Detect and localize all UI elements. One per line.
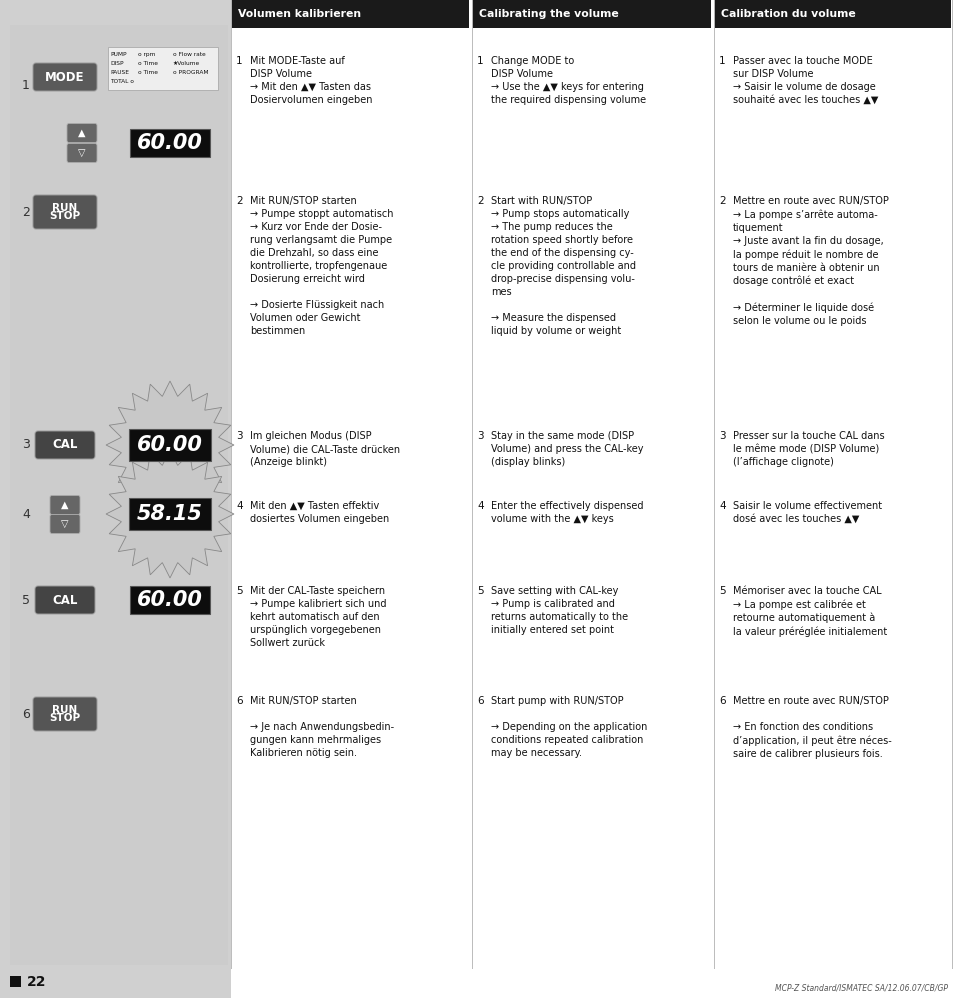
- Text: 4: 4: [235, 501, 242, 511]
- FancyBboxPatch shape: [67, 144, 97, 163]
- Text: RUN: RUN: [52, 705, 77, 715]
- Text: CAL: CAL: [52, 438, 77, 451]
- FancyBboxPatch shape: [67, 124, 97, 143]
- Text: ▲: ▲: [78, 128, 86, 138]
- Text: MCP-Z Standard/ISMATEC SA/12.06.07/CB/GP: MCP-Z Standard/ISMATEC SA/12.06.07/CB/GP: [774, 983, 947, 992]
- Text: 5: 5: [22, 594, 30, 607]
- Text: TOTAL o: TOTAL o: [110, 79, 133, 84]
- Text: 3: 3: [235, 431, 242, 441]
- Text: Enter the effectively dispensed
volume with the ▲▼ keys: Enter the effectively dispensed volume w…: [491, 501, 643, 524]
- Text: 1: 1: [22, 79, 30, 92]
- Text: Volumen kalibrieren: Volumen kalibrieren: [237, 9, 361, 19]
- Text: 60.00: 60.00: [137, 133, 203, 153]
- Text: Calibration du volume: Calibration du volume: [720, 9, 855, 19]
- FancyBboxPatch shape: [33, 697, 97, 731]
- Text: 60.00: 60.00: [137, 590, 203, 610]
- FancyBboxPatch shape: [108, 47, 218, 90]
- Text: Mettre en route avec RUN/STOP
→ La pompe s’arrête automa-
tiquement
→ Juste avan: Mettre en route avec RUN/STOP → La pompe…: [732, 196, 888, 326]
- Text: 1: 1: [476, 56, 483, 66]
- Text: Mettre en route avec RUN/STOP

→ En fonction des conditions
d’application, il pe: Mettre en route avec RUN/STOP → En fonct…: [732, 696, 891, 758]
- FancyBboxPatch shape: [231, 0, 953, 998]
- Text: Calibrating the volume: Calibrating the volume: [478, 9, 618, 19]
- Text: Save setting with CAL-key
→ Pump is calibrated and
returns automatically to the
: Save setting with CAL-key → Pump is cali…: [491, 586, 627, 635]
- Text: o Time: o Time: [138, 70, 158, 75]
- Text: 4: 4: [476, 501, 483, 511]
- FancyBboxPatch shape: [130, 586, 210, 614]
- FancyBboxPatch shape: [130, 129, 210, 157]
- Text: 2: 2: [719, 196, 725, 206]
- Text: Presser sur la touche CAL dans
le même mode (DISP Volume)
(l’affichage clignote): Presser sur la touche CAL dans le même m…: [732, 431, 883, 467]
- Text: ▲: ▲: [61, 500, 69, 510]
- Text: 6: 6: [235, 696, 242, 706]
- FancyBboxPatch shape: [35, 431, 95, 459]
- Text: o rpm: o rpm: [138, 52, 155, 57]
- FancyBboxPatch shape: [10, 976, 21, 987]
- Text: STOP: STOP: [50, 714, 80, 724]
- FancyBboxPatch shape: [713, 0, 950, 28]
- Text: 2: 2: [22, 206, 30, 219]
- Text: 2: 2: [235, 196, 242, 206]
- Text: ★Volume: ★Volume: [172, 61, 200, 66]
- FancyBboxPatch shape: [129, 429, 211, 461]
- Text: Im gleichen Modus (DISP
Volume) die CAL-Taste drücken
(Anzeige blinkt): Im gleichen Modus (DISP Volume) die CAL-…: [250, 431, 399, 467]
- Text: 6: 6: [476, 696, 483, 706]
- Text: Change MODE to
DISP Volume
→ Use the ▲▼ keys for entering
the required dispensin: Change MODE to DISP Volume → Use the ▲▼ …: [491, 56, 645, 105]
- Text: CAL: CAL: [52, 594, 77, 607]
- FancyBboxPatch shape: [231, 0, 469, 28]
- FancyBboxPatch shape: [129, 498, 211, 530]
- Text: MODE: MODE: [45, 71, 85, 84]
- Polygon shape: [106, 450, 233, 578]
- Text: 5: 5: [476, 586, 483, 596]
- FancyBboxPatch shape: [50, 515, 80, 534]
- Text: 2: 2: [476, 196, 483, 206]
- Text: 3: 3: [719, 431, 725, 441]
- Text: o Time: o Time: [138, 61, 158, 66]
- Text: 1: 1: [719, 56, 725, 66]
- Text: Mit den ▲▼ Tasten effektiv
dosiertes Volumen eingeben: Mit den ▲▼ Tasten effektiv dosiertes Vol…: [250, 501, 389, 524]
- Text: 58.15: 58.15: [137, 504, 203, 524]
- Text: Mit RUN/STOP starten
→ Pumpe stoppt automatisch
→ Kurz vor Ende der Dosie-
rung : Mit RUN/STOP starten → Pumpe stoppt auto…: [250, 196, 393, 336]
- Text: ▽: ▽: [61, 519, 69, 529]
- FancyBboxPatch shape: [33, 63, 97, 91]
- Text: Mit der CAL-Taste speichern
→ Pumpe kalibriert sich und
kehrt automatisch auf de: Mit der CAL-Taste speichern → Pumpe kali…: [250, 586, 386, 648]
- Text: o Flow rate: o Flow rate: [172, 52, 206, 57]
- FancyBboxPatch shape: [33, 195, 97, 229]
- Text: 3: 3: [22, 438, 30, 451]
- FancyBboxPatch shape: [50, 495, 80, 515]
- Text: DISP: DISP: [110, 61, 124, 66]
- Text: Mit MODE-Taste auf
DISP Volume
→ Mit den ▲▼ Tasten das
Dosiervolumen eingeben: Mit MODE-Taste auf DISP Volume → Mit den…: [250, 56, 372, 105]
- Text: ▽: ▽: [78, 148, 86, 158]
- FancyBboxPatch shape: [10, 25, 228, 965]
- Text: 4: 4: [22, 508, 30, 521]
- Text: 5: 5: [235, 586, 242, 596]
- Text: Mit RUN/STOP starten

→ Je nach Anwendungsbedin-
gungen kann mehrmaliges
Kalibri: Mit RUN/STOP starten → Je nach Anwendung…: [250, 696, 394, 758]
- Polygon shape: [106, 381, 233, 509]
- FancyBboxPatch shape: [35, 586, 95, 614]
- Text: PUMP: PUMP: [110, 52, 127, 57]
- Text: 6: 6: [719, 696, 725, 706]
- Text: Mémoriser avec la touche CAL
→ La pompe est calibrée et
retourne automatiquement: Mémoriser avec la touche CAL → La pompe …: [732, 586, 886, 637]
- Text: 6: 6: [22, 708, 30, 721]
- FancyBboxPatch shape: [472, 0, 710, 28]
- Text: Start with RUN/STOP
→ Pump stops automatically
→ The pump reduces the
rotation s: Start with RUN/STOP → Pump stops automat…: [491, 196, 636, 336]
- Text: o PROGRAM: o PROGRAM: [172, 70, 209, 75]
- Text: RUN: RUN: [52, 203, 77, 213]
- Text: 60.00: 60.00: [137, 435, 203, 455]
- Text: 22: 22: [27, 975, 47, 989]
- Text: STOP: STOP: [50, 212, 80, 222]
- Text: Saisir le volume effectivement
dosé avec les touches ▲▼: Saisir le volume effectivement dosé avec…: [732, 501, 882, 524]
- Text: 4: 4: [719, 501, 725, 511]
- Text: Passer avec la touche MODE
sur DISP Volume
→ Saisir le volume de dosage
souhaité: Passer avec la touche MODE sur DISP Volu…: [732, 56, 878, 105]
- Text: 5: 5: [719, 586, 725, 596]
- Text: PAUSE: PAUSE: [110, 70, 129, 75]
- Text: Stay in the same mode (DISP
Volume) and press the CAL-key
(display blinks): Stay in the same mode (DISP Volume) and …: [491, 431, 643, 467]
- Text: 1: 1: [235, 56, 242, 66]
- Text: 3: 3: [476, 431, 483, 441]
- Text: Start pump with RUN/STOP

→ Depending on the application
conditions repeated cal: Start pump with RUN/STOP → Depending on …: [491, 696, 647, 758]
